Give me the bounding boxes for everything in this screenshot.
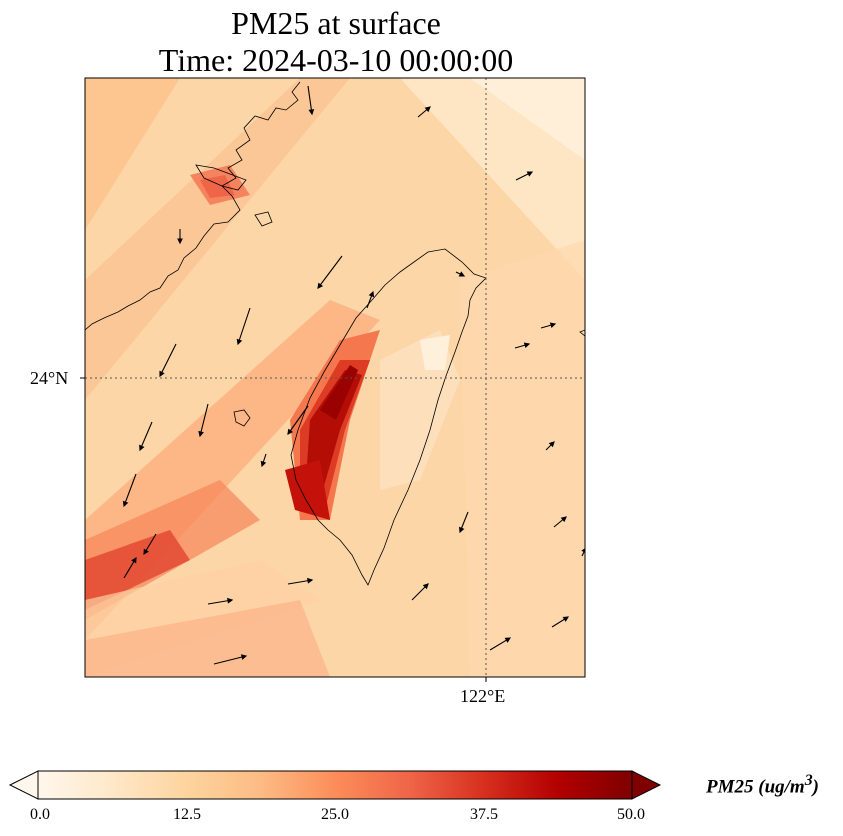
map-title: PM25 at surface (231, 5, 441, 41)
wind-vector-head (458, 271, 466, 277)
colorbar-max-extend (631, 770, 662, 800)
colorbar-tick-label: 50.0 (617, 806, 645, 823)
wind-vector (213, 655, 247, 665)
colorbar-gradient (37, 770, 633, 800)
wind-vector-layer (122, 85, 585, 665)
mainland-coastline (85, 81, 301, 331)
wind-vector-head (177, 238, 183, 245)
wind-vector-head (236, 338, 243, 346)
wind-vector-head (317, 282, 324, 289)
wind-vector-head (139, 444, 145, 452)
wind-vector-head (549, 322, 557, 329)
wind-vector-head (459, 526, 465, 534)
wind-vector-head (424, 106, 431, 113)
wind-vector (317, 255, 343, 289)
colorbar-tick-label: 25.0 (321, 806, 349, 823)
island-coastline (254, 211, 273, 227)
wind-vector-head (227, 597, 234, 604)
wind-vector (287, 405, 309, 435)
wind-vector (307, 85, 313, 115)
colorbar-min-extend (8, 770, 39, 800)
wind-vector-head (122, 500, 129, 508)
colorbar-tick-label: 0.0 (30, 806, 50, 823)
map-time-subtitle: Time: 2024-03-10 00:00:00 (158, 42, 514, 78)
colorbar-label: PM25 (ug/m3) (706, 772, 819, 798)
latitude-tick-label: 24°N (30, 368, 69, 388)
map-panel (80, 77, 586, 682)
wind-vector-head (504, 637, 512, 643)
wind-vector-head (562, 616, 570, 622)
wind-vector-head (523, 342, 531, 349)
colorbar (8, 770, 662, 800)
wind-vector-head (159, 370, 165, 378)
wind-vector (199, 403, 209, 437)
wind-vector-head (526, 171, 534, 177)
wind-vector-head (308, 109, 315, 116)
wind-vector-head (581, 548, 585, 553)
colorbar-tick-label: 37.5 (470, 806, 498, 823)
wind-vector-head (287, 428, 293, 436)
wind-vector (139, 421, 153, 451)
wind-vector-head (422, 583, 429, 590)
wind-vector-head (560, 516, 567, 523)
wind-vector-head (240, 654, 248, 660)
wind-vector-head (307, 577, 314, 584)
longitude-tick-label: 122°E (460, 686, 506, 706)
wind-vector (159, 343, 177, 377)
wind-vector-head (548, 441, 555, 448)
taiwan-coastline (290, 248, 487, 586)
wind-vector-head (368, 290, 375, 298)
penghu-coastline (233, 409, 251, 427)
colorbar-tick-label: 12.5 (173, 806, 201, 823)
pm25-plume-layer (85, 78, 585, 677)
wind-vector-head (198, 430, 204, 438)
wind-vector (237, 307, 251, 345)
island-coastline (195, 164, 247, 191)
wind-vector (123, 473, 137, 507)
wind-vector-head (143, 548, 149, 556)
wind-vector-head (131, 556, 137, 564)
wind-vector-head (260, 460, 267, 468)
